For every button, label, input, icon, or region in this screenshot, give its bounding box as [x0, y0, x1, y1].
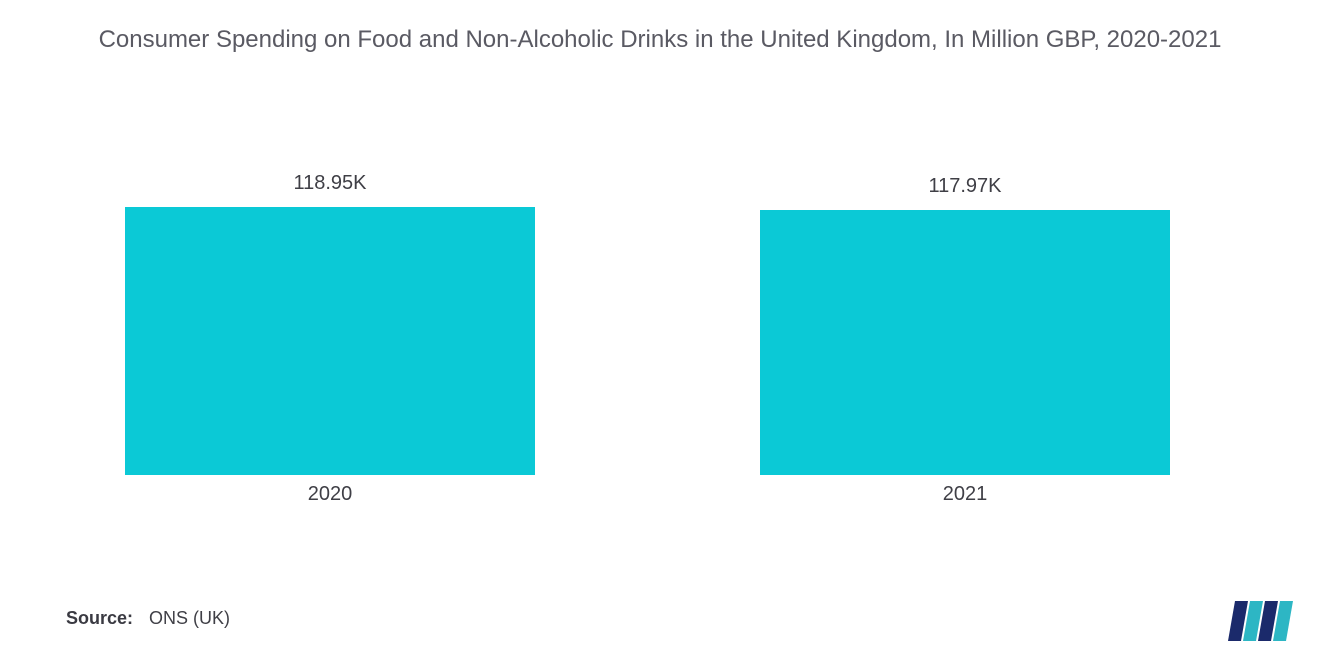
bar-group: 117.97K2021	[760, 205, 1170, 475]
bar-category-label: 2020	[125, 483, 535, 506]
source-attribution: Source: ONS (UK)	[66, 608, 230, 629]
mordor-logo-icon	[1228, 601, 1294, 641]
bar	[760, 210, 1170, 475]
bar-value-label: 118.95K	[125, 172, 535, 195]
source-label: Source:	[66, 608, 133, 629]
source-value: ONS (UK)	[149, 608, 230, 629]
chart-title: Consumer Spending on Food and Non-Alcoho…	[0, 0, 1320, 56]
bar-value-label: 117.97K	[760, 175, 1170, 198]
bar	[125, 207, 535, 475]
bar-group: 118.95K2020	[125, 205, 535, 475]
bar-category-label: 2021	[760, 483, 1170, 506]
plot-area: 118.95K2020 117.97K2021	[0, 205, 1320, 475]
